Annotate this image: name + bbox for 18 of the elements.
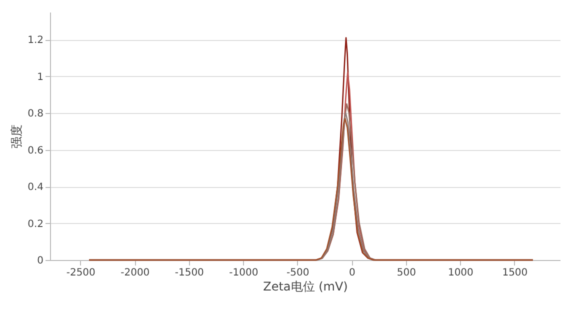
y-tick-label: 0.8 <box>28 108 44 120</box>
x-tick-label: -2000 <box>120 268 150 278</box>
x-tick-label: 1500 <box>502 268 528 278</box>
y-axis-title: 强度 <box>10 124 24 148</box>
y-tick-label: 0 <box>37 256 44 266</box>
y-tick-label: 1 <box>37 72 44 83</box>
x-tick-label: 1000 <box>448 268 474 278</box>
y-tick-label: 0.4 <box>28 182 44 194</box>
y-tick-label: 1.2 <box>28 35 44 46</box>
x-tick-label: -1000 <box>229 268 258 278</box>
x-tick-label: -2500 <box>66 268 96 278</box>
y-tick-label: 0.6 <box>28 145 44 156</box>
x-tick-label: 0 <box>348 268 356 278</box>
x-axis-title: Zeta电位 (mV) <box>263 280 348 294</box>
x-tick-label: -500 <box>286 268 310 278</box>
x-tick-label: 500 <box>396 268 416 278</box>
y-tick-label: 0.2 <box>28 218 44 230</box>
x-tick-label: -1500 <box>174 268 204 278</box>
